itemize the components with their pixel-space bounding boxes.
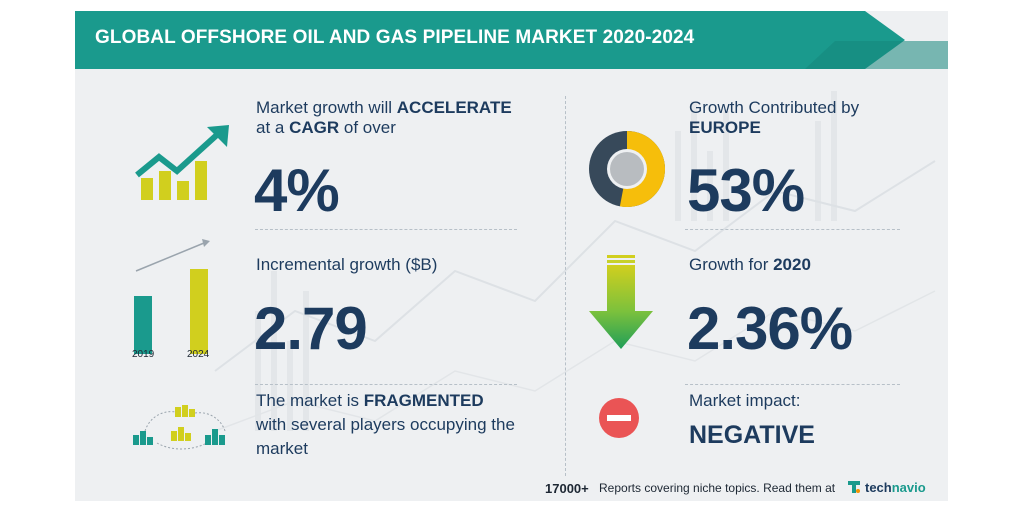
divider — [685, 384, 900, 385]
bar-2019 — [134, 296, 152, 354]
growth-label: Market growth will ACCELERATE — [256, 98, 512, 118]
fragmented-label: The market is FRAGMENTED — [256, 391, 484, 411]
column-divider — [565, 96, 566, 476]
footer: 17000+ Reports covering niche topics. Re… — [75, 473, 948, 503]
logo-tech: tech — [865, 480, 892, 495]
growth-label-emphasis: ACCELERATE — [396, 98, 512, 117]
fragmented-line3: market — [256, 439, 308, 458]
cagr-emphasis: CAGR — [289, 118, 340, 137]
report-count: 17000+ — [545, 481, 589, 496]
incremental-label: Incremental growth ($B) — [256, 255, 438, 274]
title-banner — [75, 11, 948, 69]
growth-2020-label: Growth for 2020 — [689, 255, 811, 275]
infographic-card: GLOBAL OFFSHORE OIL AND GAS PIPELINE MAR… — [75, 11, 948, 501]
footer-text: Reports covering niche topics. Read them… — [599, 481, 836, 495]
growth-2020-year: 2020 — [773, 255, 811, 274]
europe-share-donut-icon — [589, 131, 665, 207]
down-arrow-icon — [589, 255, 653, 349]
divider — [255, 229, 517, 230]
fragmented-line2: with several players occupying the — [256, 415, 515, 434]
cagr-value: 4% — [254, 157, 340, 224]
europe-value: 53% — [687, 157, 805, 224]
technavio-logo[interactable]: technavio — [865, 480, 926, 495]
europe-region: EUROPE — [689, 118, 761, 137]
incremental-value: 2.79 — [254, 295, 368, 362]
impact-value: NEGATIVE — [689, 421, 815, 449]
growth-chart-icon — [135, 125, 229, 200]
growth-label-line2: at a CAGR of over — [256, 118, 396, 138]
bar-year-2019: 2019 — [132, 349, 155, 360]
negative-impact-icon — [599, 398, 639, 438]
fragmented-label-text: The market is — [256, 391, 364, 410]
cagr-pre: at a — [256, 118, 290, 137]
impact-label: Market impact: — [689, 391, 801, 410]
fragmented-market-icon — [133, 405, 226, 450]
incremental-bar-icon — [135, 239, 210, 272]
growth-2020-label-text: Growth for — [689, 255, 774, 274]
divider — [255, 384, 517, 385]
cagr-post: of over — [339, 118, 396, 137]
growth-2020-value: 2.36% — [687, 295, 853, 362]
bar-2024 — [190, 269, 208, 354]
bar-year-2024: 2024 — [187, 349, 210, 360]
fragmented-emphasis: FRAGMENTED — [363, 391, 484, 410]
growth-label-text: Market growth will — [256, 98, 397, 117]
logo-navio: navio — [891, 480, 926, 495]
incremental-bars — [134, 269, 208, 354]
technavio-logo-icon — [848, 481, 860, 493]
europe-label: Growth Contributed by — [689, 98, 860, 117]
background-chart-decoration — [214, 91, 936, 432]
page-title: GLOBAL OFFSHORE OIL AND GAS PIPELINE MAR… — [95, 27, 695, 48]
divider — [685, 229, 900, 230]
